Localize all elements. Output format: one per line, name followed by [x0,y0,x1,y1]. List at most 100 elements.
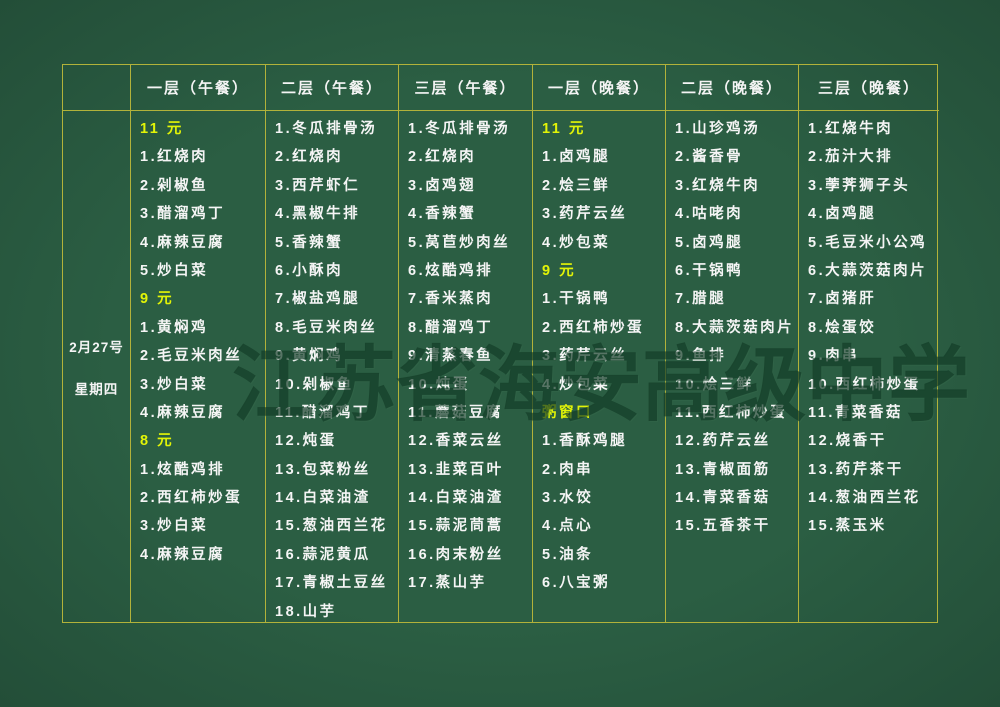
menu-item: 6.八宝粥 [542,575,611,592]
menu-item: 1.山珍鸡汤 [675,121,761,137]
menu-item: 14.白菜油渣 [275,490,371,507]
menu-item: 1.红烧肉 [140,149,209,166]
menu-item: 7.腊腿 [675,291,727,308]
menu-item: 4.黑椒牛排 [275,206,361,223]
menu-item: 2.西红柿炒蛋 [542,319,645,336]
menu-item: 4.麻辣豆腐 [140,234,226,251]
menu-item: 2.肉串 [542,461,594,478]
menu-item: 18.山芋 [275,603,337,620]
column-header: 一层（午餐） [131,65,266,111]
menu-item: 11.醋溜鸡丁 [275,404,370,421]
menu-item: 2.红烧肉 [275,149,344,166]
column-header: 二层（晚餐） [666,65,799,111]
menu-item: 11.青菜香菇 [808,404,903,421]
menu-column: 1.山珍鸡汤 2.酱香骨 3.红烧牛肉 4.咕咾肉 5.卤鸡腿 6.干锅鸭 7.腊腿 8.大蒜… [666,111,799,622]
menu-item: 2.红烧肉 [408,149,477,166]
menu-item: 11.蘑菇豆腐 [408,404,503,421]
menu-item: 17.蒸山芋 [408,575,487,592]
menu-item: 5.卤鸡腿 [675,234,744,251]
menu-item: 10.烩三鲜 [675,376,754,393]
menu-item: 6.干锅鸭 [675,262,744,279]
menu-item: 4.香辣蟹 [408,206,477,223]
menu-item: 4.炒包菜 [542,376,611,393]
menu-item: 2.西红柿炒蛋 [140,490,243,507]
menu-item: 14.葱油西兰花 [808,490,921,507]
menu-item: 5.莴苣炒肉丝 [408,234,511,251]
weekday-text: 星期四 [74,381,119,397]
menu-item: 14.白菜油渣 [408,490,504,507]
menu-table: 一层（午餐） 二层（午餐） 三层（午餐） 一层（晚餐） 二层（晚餐） 三层（晚餐） 2月27… [62,64,939,623]
menu-item: 2.烩三鲜 [542,177,611,194]
menu-item: 9.清蒸春鱼 [408,348,494,365]
menu-item: 3.红烧牛肉 [675,177,761,194]
menu-item: 2.剁椒鱼 [140,177,209,194]
price-section-label: 9 元 [140,291,175,308]
menu-item: 8.毛豆米肉丝 [275,319,378,336]
date-text: 2月27号 [69,339,124,355]
menu-item: 6.大蒜茨菇肉片 [808,262,928,279]
menu-item: 1.干锅鸭 [542,291,611,308]
column-header: 三层（午餐） [399,65,533,111]
menu-item: 3.荸荠狮子头 [808,177,911,194]
menu-item: 16.蒜泥黄瓜 [275,546,371,563]
menu-item: 15.葱油西兰花 [275,518,388,535]
menu-item: 14.青菜香菇 [675,490,771,507]
menu-item: 9.肉串 [808,348,860,365]
date-cell: 2月27号星期四 [63,111,131,622]
column-header: 三层（晚餐） [799,65,939,111]
menu-item: 2.毛豆米肉丝 [140,348,243,365]
menu-item: 6.炫酷鸡排 [408,262,494,279]
menu-item: 13.药芹茶干 [808,461,904,478]
menu-item: 13.青椒面筋 [675,461,771,478]
menu-item: 12.药芹云丝 [675,433,771,450]
menu-item: 7.香米蒸肉 [408,291,494,308]
menu-item: 1.炫酷鸡排 [140,461,226,478]
price-section-label: 粥窗口 [542,404,593,421]
price-section-label: 9 元 [542,262,577,279]
menu-item: 17.青椒土豆丝 [275,575,388,592]
menu-item: 15.蒸玉米 [808,518,887,535]
menu-item: 11.西红柿炒蛋 [675,404,787,421]
menu-item: 12.炖蛋 [275,433,337,450]
menu-item: 8.醋溜鸡丁 [408,319,494,336]
menu-item: 2.酱香骨 [675,149,744,166]
menu-item: 2.茄汁大排 [808,149,894,166]
menu-item: 15.蒜泥茼蒿 [408,518,504,535]
date-column-header [63,65,131,111]
menu-item: 9.黄焖鸡 [275,348,344,365]
menu-item: 12.香菜云丝 [408,433,504,450]
menu-item: 3.醋溜鸡丁 [140,206,226,223]
menu-item: 1.香酥鸡腿 [542,433,628,450]
menu-item: 3.药芹云丝 [542,348,628,365]
menu-item: 4.点心 [542,518,594,535]
menu-item: 5.油条 [542,546,594,563]
menu-item: 12.烧香干 [808,433,887,450]
price-section-label: 8 元 [140,433,175,450]
menu-item: 13.包菜粉丝 [275,461,371,478]
menu-item: 10.西红柿炒蛋 [808,376,921,393]
menu-item: 1.卤鸡腿 [542,149,611,166]
menu-item: 4.麻辣豆腐 [140,404,226,421]
menu-item: 7.卤猪肝 [808,291,877,308]
menu-item: 1.冬瓜排骨汤 [408,121,511,137]
column-header: 二层（午餐） [266,65,399,111]
menu-item: 8.大蒜茨菇肉片 [675,319,795,336]
menu-item: 3.西芹虾仁 [275,177,361,194]
menu-item: 7.椒盐鸡腿 [275,291,361,308]
price-section-label: 11 元 [542,121,586,137]
menu-item: 8.烩蛋饺 [808,319,877,336]
menu-item: 1.黄焖鸡 [140,319,209,336]
menu-column: 11 元 1.红烧肉 2.剁椒鱼 3.醋溜鸡丁 4.麻辣豆腐 5.炒白菜 9 元 1.黄焖鸡 2… [131,111,266,622]
menu-item: 5.炒白菜 [140,262,209,279]
column-header: 一层（晚餐） [533,65,666,111]
menu-item: 3.卤鸡翅 [408,177,477,194]
menu-column: 1.冬瓜排骨汤 2.红烧肉 3.卤鸡翅 4.香辣蟹 5.莴苣炒肉丝 6.炫酷鸡排 7.香米蒸… [399,111,533,622]
menu-item: 4.卤鸡腿 [808,206,877,223]
menu-column: 11 元 1.卤鸡腿 2.烩三鲜 3.药芹云丝 4.炒包菜 9 元 1.干锅鸭 2.西红柿炒蛋… [533,111,666,622]
menu-item: 4.炒包菜 [542,234,611,251]
menu-item: 3.药芹云丝 [542,206,628,223]
menu-column: 1.红烧牛肉 2.茄汁大排 3.荸荠狮子头 4.卤鸡腿 5.毛豆米小公鸡 6.大蒜茨菇肉片… [799,111,939,622]
menu-column: 1.冬瓜排骨汤 2.红烧肉 3.西芹虾仁 4.黑椒牛排 5.香辣蟹 6.小酥肉 7.椒盐鸡腿… [266,111,399,622]
menu-item: 3.炒白菜 [140,376,209,393]
